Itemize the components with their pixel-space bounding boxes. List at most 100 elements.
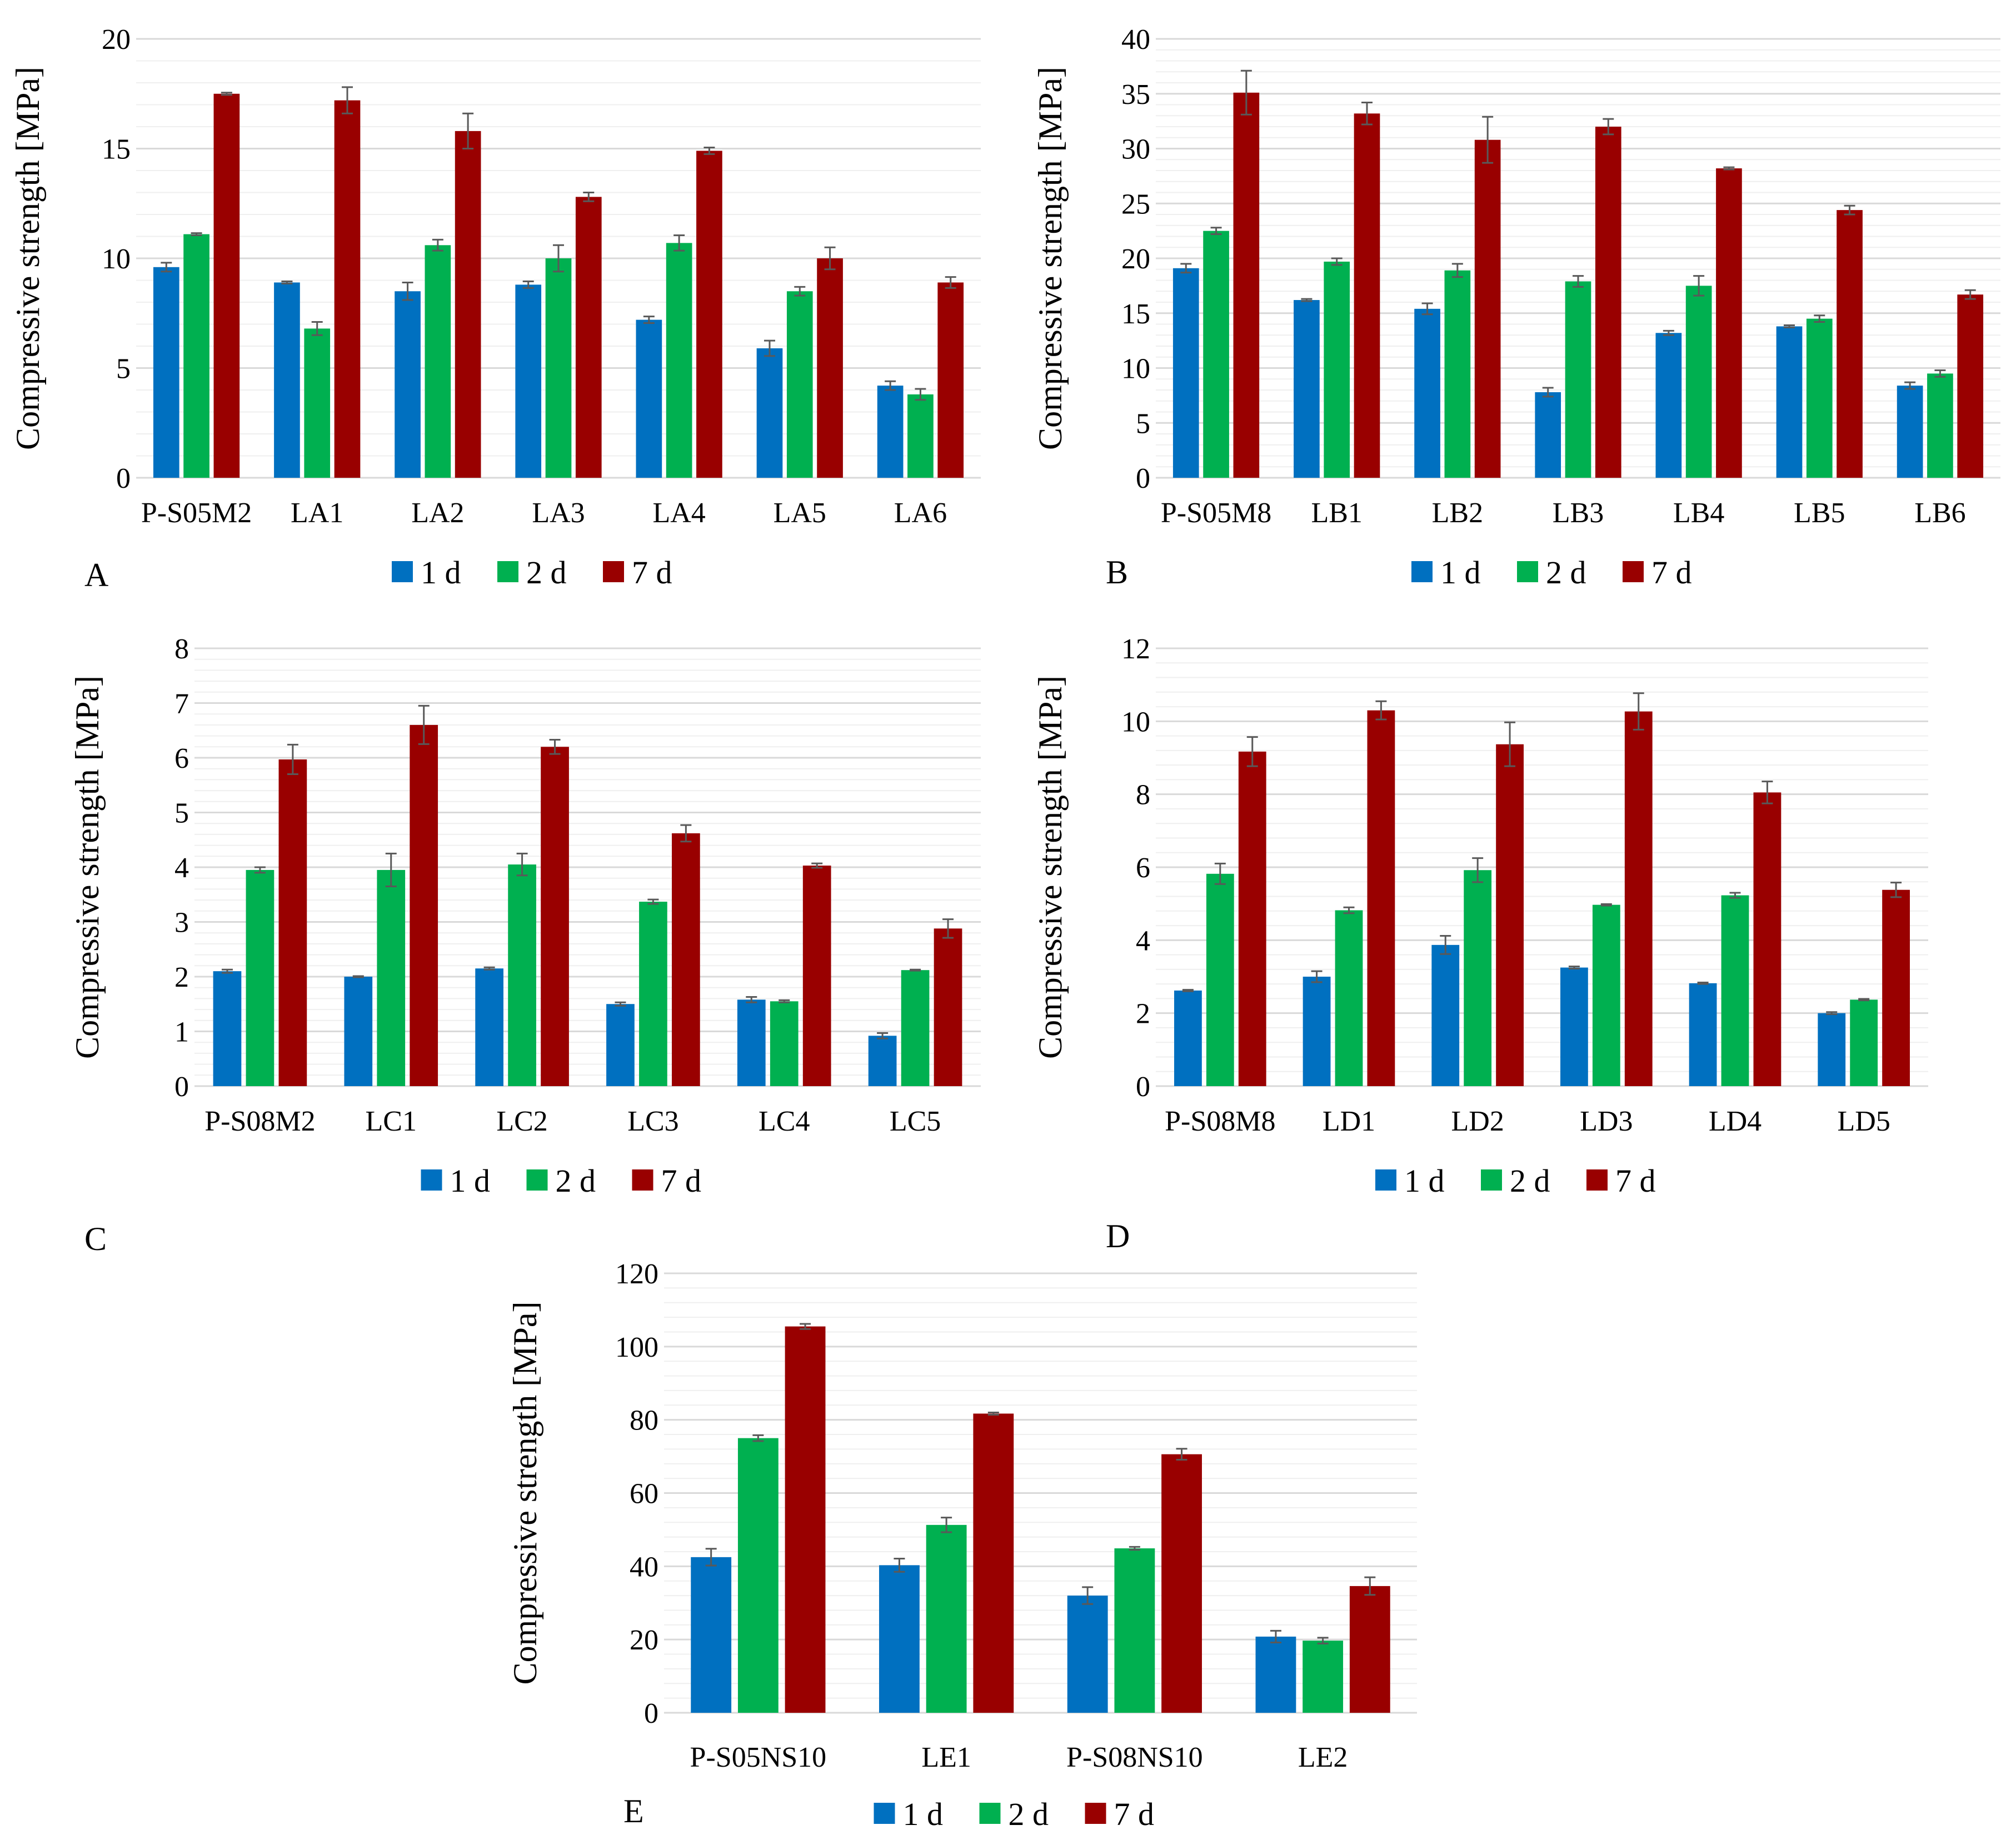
- bar-lb5-7d: [1837, 210, 1863, 478]
- bar-la6-1d: [877, 386, 904, 478]
- bar-la1-2d: [304, 328, 331, 478]
- x-category-label: LC1: [366, 1106, 417, 1137]
- bar-la1-1d: [274, 282, 300, 478]
- bar-p-s08m8-2d: [1206, 873, 1234, 1086]
- bar-lb1-7d: [1354, 113, 1380, 478]
- x-category-label: LD3: [1580, 1106, 1633, 1137]
- chart-panel-e: 0 20 40 60 80 100 120 Compressive strength [MPa…: [507, 1258, 1417, 1832]
- legend-swatch-1d: [421, 1169, 442, 1191]
- bar-lb4-7d: [1716, 168, 1742, 478]
- error-bar: [402, 281, 413, 301]
- bar-ld5-1d: [1818, 1013, 1846, 1086]
- legend-label: 7 d: [1114, 1796, 1155, 1832]
- error-bar: [915, 388, 926, 401]
- x-category-label: LD4: [1709, 1106, 1761, 1137]
- bar-p-s05ns10-7d: [785, 1326, 826, 1713]
- bar-lc1-2d: [377, 869, 406, 1086]
- bar-ld4-1d: [1689, 983, 1717, 1086]
- bar-la6-2d: [907, 394, 934, 478]
- legend-label: 2 d: [1546, 554, 1586, 591]
- error-bar: [680, 824, 692, 843]
- legend-swatch-2d: [979, 1803, 1001, 1824]
- error-bar: [1934, 369, 1946, 378]
- legend: 1 d 2 d 7 d: [1375, 1163, 1656, 1199]
- error-bar: [673, 234, 685, 252]
- error-bar: [221, 92, 232, 96]
- panel-letter: C: [84, 1221, 107, 1257]
- legend-label: 2 d: [1510, 1163, 1550, 1199]
- bar-lc2-7d: [541, 747, 569, 1086]
- error-bar: [549, 738, 561, 755]
- bar-lb1-1d: [1294, 300, 1320, 478]
- bar-lc5-2d: [901, 970, 930, 1086]
- legend: 1 d 2 d 7 d: [392, 554, 672, 591]
- bar-la3-1d: [515, 284, 542, 478]
- bar-ld4-2d: [1721, 895, 1749, 1086]
- bar-p-s08m2-1d: [213, 971, 242, 1086]
- x-category-label: P-S08NS10: [1066, 1742, 1203, 1773]
- bar-lb4-1d: [1655, 333, 1682, 478]
- bar-ld2-2d: [1464, 870, 1492, 1086]
- error-bar: [811, 862, 823, 869]
- error-bar: [1331, 257, 1343, 266]
- bar-la3-2d: [545, 258, 572, 478]
- bar-p-s08ns10-7d: [1161, 1454, 1202, 1713]
- y-tick-label: 7: [174, 688, 189, 720]
- y-tick-label: 80: [630, 1405, 658, 1437]
- error-bar: [1890, 882, 1902, 898]
- chart-panel-d: 0 2 4 6 8 10 12 Compressive strength [MPa] P-S08…: [1032, 633, 1928, 1254]
- y-tick-label: 5: [1136, 408, 1150, 439]
- x-category-label: LE1: [921, 1742, 971, 1773]
- error-bar: [885, 380, 896, 391]
- x-category-label: LC4: [759, 1106, 810, 1137]
- y-tick-label: 8: [174, 633, 189, 665]
- error-bar: [352, 975, 364, 978]
- error-bar: [1826, 1011, 1838, 1016]
- y-tick-label: 3: [174, 907, 189, 939]
- y-tick-label: 20: [630, 1624, 658, 1656]
- legend-swatch-1d: [1411, 561, 1433, 582]
- bar-p-s05m8-7d: [1233, 92, 1260, 478]
- bar-le2-2d: [1303, 1641, 1344, 1713]
- error-bar: [1210, 227, 1222, 236]
- error-bar: [752, 1434, 764, 1442]
- y-axis-label: Compressive strength [MPa]: [9, 67, 46, 450]
- bar-la4-1d: [636, 319, 662, 478]
- chart-panel-a: 0 5 10 15 20 Compressive strength [MPa] P-S05M…: [9, 24, 981, 593]
- x-category-label: LE2: [1298, 1742, 1348, 1773]
- bar-p-s08m2-2d: [246, 869, 275, 1086]
- y-tick-label: 2: [174, 962, 189, 993]
- x-category-label: LB5: [1794, 497, 1845, 529]
- bar-lb3-1d: [1535, 392, 1561, 478]
- panel-letter: B: [1106, 554, 1128, 591]
- x-category-label: LA2: [411, 497, 464, 529]
- bar-p-s08m8-7d: [1238, 751, 1266, 1086]
- bar-la3-7d: [575, 197, 602, 478]
- x-category-label: LA6: [894, 497, 947, 529]
- x-category-label: P-S05NS10: [690, 1742, 827, 1773]
- error-bar: [1844, 204, 1855, 216]
- bar-le1-7d: [973, 1413, 1014, 1713]
- bar-p-s08ns10-1d: [1067, 1596, 1108, 1713]
- error-bar: [1858, 998, 1870, 1002]
- bar-p-s08m8-1d: [1174, 990, 1202, 1086]
- bar-lc4-1d: [737, 999, 766, 1086]
- x-category-label: LD2: [1451, 1106, 1504, 1137]
- y-tick-label: 0: [1136, 1071, 1150, 1103]
- bar-la4-7d: [696, 151, 722, 478]
- error-bar: [1723, 166, 1735, 171]
- bar-lc2-2d: [508, 864, 536, 1086]
- bar-lb5-1d: [1776, 326, 1803, 478]
- bar-ld3-2d: [1592, 904, 1620, 1086]
- error-bar: [583, 192, 595, 202]
- error-bar: [281, 280, 293, 284]
- bar-p-s05m2-7d: [213, 93, 240, 478]
- bar-la1-7d: [334, 100, 361, 478]
- error-bar: [1603, 118, 1614, 136]
- bar-lb3-2d: [1565, 281, 1591, 478]
- chart-panel-c: 0 1 2 3 4 5 6 7 8 Compressive strength [MPa] P-S08…: [69, 633, 981, 1257]
- error-bar: [1761, 781, 1773, 804]
- y-tick-label: 0: [174, 1071, 189, 1103]
- y-tick-label: 2: [1136, 998, 1150, 1030]
- bar-p-s05m8-1d: [1172, 268, 1199, 478]
